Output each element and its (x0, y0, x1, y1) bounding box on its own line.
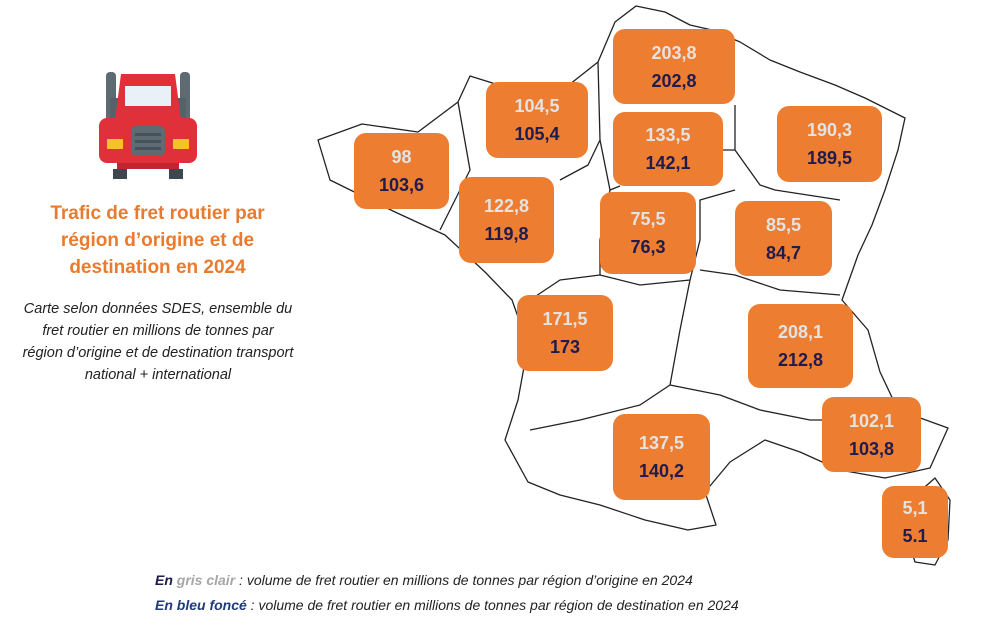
destination-value: 105,4 (514, 124, 560, 144)
legend-destination-text: : volume de fret routier en millions de … (246, 597, 739, 613)
origin-value: 122,8 (483, 196, 530, 216)
region-value-box: 75,5 76,3 (600, 192, 696, 274)
destination-value: 103,8 (848, 438, 895, 459)
region-value-box: 85,5 84,7 (735, 201, 832, 276)
legend-destination: En bleu foncé : volume de fret routier e… (155, 597, 739, 613)
destination-value: 76,3 (630, 237, 666, 257)
destination-value: 173 (549, 337, 581, 357)
origin-value: 208,1 (777, 322, 824, 342)
legend-origin-key: gris clair (176, 572, 236, 588)
region-value-box: 133,5 142,1 (613, 112, 723, 186)
region-value-box: 102,1 103,8 (822, 397, 921, 472)
destination-value: 5.1 (902, 526, 928, 546)
destination-value: 84,7 (765, 242, 802, 263)
legend-prefix: En (155, 572, 177, 588)
france-outline (317, 5, 949, 531)
region-value-box: 122,8 119,8 (459, 177, 554, 263)
origin-value: 190,3 (806, 120, 853, 140)
region-value-box: 137,5 140,2 (613, 414, 710, 500)
region-value-box: 98 103,6 (354, 133, 449, 209)
region-value-box: 203,8 202,8 (613, 29, 735, 104)
origin-value: 171,5 (542, 309, 588, 329)
origin-value: 98 (391, 147, 412, 167)
origin-value: 133,5 (645, 125, 691, 145)
truck-icon (99, 72, 197, 179)
origin-value: 137,5 (638, 433, 685, 453)
page-title: Trafic de fret routier par région d’orig… (50, 203, 265, 278)
legend-origin: En gris clair : volume de fret routier e… (155, 572, 693, 588)
legend-destination-key: En bleu foncé (155, 597, 247, 613)
origin-value: 5,1 (902, 498, 928, 518)
region-value-box: 190,3 189,5 (777, 106, 882, 182)
destination-value: 189,5 (806, 148, 853, 168)
origin-value: 85,5 (765, 214, 802, 235)
origin-value: 75,5 (630, 209, 666, 229)
destination-value: 103,6 (378, 175, 425, 195)
destination-value: 212,8 (777, 350, 824, 370)
destination-value: 140,2 (638, 461, 685, 481)
region-value-box: 104,5 105,4 (486, 82, 588, 158)
origin-value: 203,8 (651, 42, 697, 63)
destination-value: 142,1 (645, 153, 691, 173)
destination-value: 202,8 (651, 70, 697, 91)
legend-origin-text: : volume de fret routier en millions de … (235, 572, 693, 588)
destination-value: 119,8 (484, 224, 529, 244)
region-value-box: 5,1 5.1 (882, 486, 948, 558)
region-value-box: 171,5 173 (517, 295, 613, 371)
origin-value: 104,5 (514, 96, 560, 116)
origin-value: 102,1 (848, 410, 895, 431)
subtitle: Carte selon données SDES, ensemble du fr… (22, 301, 294, 383)
region-value-box: 208,1 212,8 (748, 304, 853, 388)
